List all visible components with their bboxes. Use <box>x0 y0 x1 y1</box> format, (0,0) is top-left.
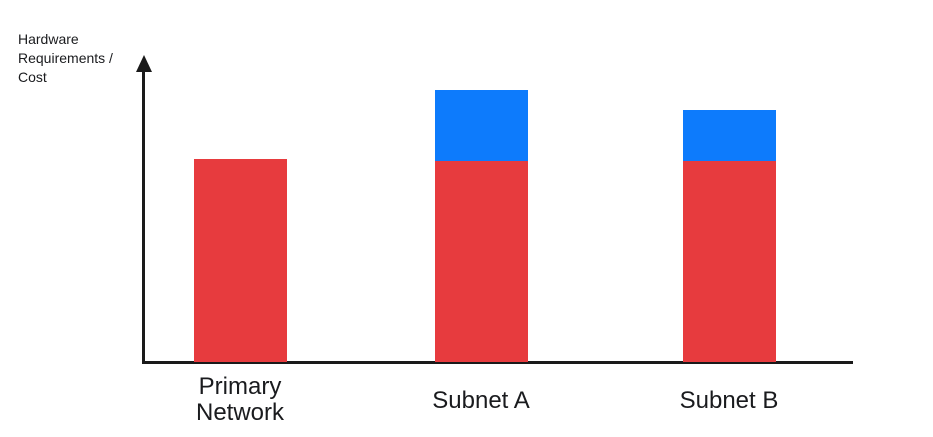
x-axis-line <box>143 361 853 364</box>
bar-segment-blue <box>435 90 528 161</box>
bar-segment-blue <box>683 110 776 161</box>
x-label-subnet-b: Subnet B <box>679 387 779 414</box>
bar-segment-red <box>194 159 287 362</box>
y-axis-line <box>142 70 145 364</box>
y-axis-label-line-3: Cost <box>18 69 47 85</box>
x-label-primary-network: Primary Network <box>195 373 285 426</box>
bar-primary-network <box>194 159 287 362</box>
y-axis-label-line-1: Hardware <box>18 31 79 47</box>
y-axis-label: Hardware Requirements / Cost <box>18 30 113 87</box>
bar-subnet-b <box>683 110 776 362</box>
bar-segment-red <box>683 161 776 362</box>
bar-segment-red <box>435 161 528 362</box>
bar-subnet-a <box>435 90 528 362</box>
x-label-subnet-a: Subnet A <box>432 387 530 414</box>
y-axis-arrowhead-icon <box>136 55 152 72</box>
y-axis-label-line-2: Requirements / <box>18 50 113 66</box>
